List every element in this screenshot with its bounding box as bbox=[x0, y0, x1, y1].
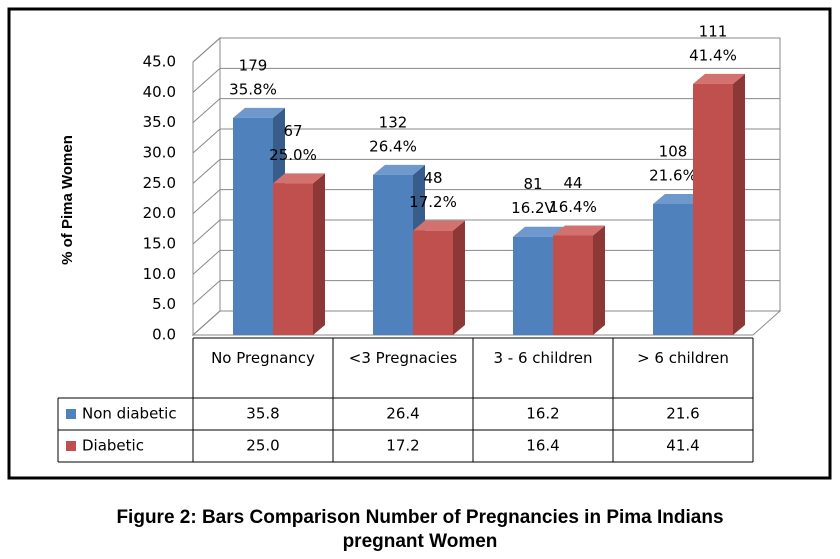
data-label: 26.4% bbox=[369, 137, 417, 155]
bar-side bbox=[733, 73, 745, 335]
grid-line bbox=[192, 219, 780, 245]
x-tick-label: <3 Pregnacies bbox=[348, 349, 458, 367]
x-tick-label-box: <3 Pregnacies bbox=[348, 349, 458, 367]
x-tick-label: > 6 children bbox=[637, 349, 729, 367]
bar bbox=[373, 174, 413, 335]
x-tick-label: 3 - 6 children bbox=[493, 349, 593, 367]
y-tick-label: 45.0 bbox=[143, 53, 176, 71]
data-table bbox=[57, 337, 754, 463]
bar-top bbox=[693, 73, 745, 84]
bar bbox=[553, 235, 593, 335]
y-tick-label: 15.0 bbox=[143, 235, 176, 253]
count-label: 108 bbox=[659, 142, 688, 160]
bar bbox=[413, 230, 453, 335]
y-axis-label: % of Pima Women bbox=[59, 135, 76, 265]
legend-swatch bbox=[66, 441, 76, 451]
data-label: 17.2% bbox=[409, 193, 457, 211]
y-tick-label: 40.0 bbox=[143, 83, 176, 101]
y-tick-label: 35.0 bbox=[143, 113, 176, 131]
data-label: 16.4% bbox=[549, 198, 597, 216]
grid-line bbox=[192, 98, 780, 124]
table-value: 16.4 bbox=[526, 437, 559, 455]
bar bbox=[653, 203, 693, 335]
data-label: 35.8% bbox=[229, 80, 277, 98]
x-tick-label-box: > 6 children bbox=[637, 349, 729, 367]
count-label: 111 bbox=[699, 22, 728, 40]
table-value: 35.8 bbox=[246, 405, 279, 423]
grid-line bbox=[192, 67, 780, 93]
grid-line bbox=[192, 189, 780, 215]
data-label: 21.6% bbox=[649, 166, 697, 184]
legend-label: Diabetic bbox=[82, 437, 144, 455]
grid-line bbox=[192, 128, 780, 154]
bar-top bbox=[653, 193, 705, 204]
grid-line bbox=[192, 37, 780, 63]
y-tick-label: 20.0 bbox=[143, 204, 176, 222]
count-label: 67 bbox=[283, 122, 302, 140]
bar-side bbox=[453, 220, 465, 335]
grid-line bbox=[192, 158, 780, 184]
table-value: 21.6 bbox=[666, 405, 699, 423]
count-label: 132 bbox=[379, 113, 408, 131]
x-tick-label-box: No Pregnancy bbox=[211, 349, 315, 367]
y-tick-label: 5.0 bbox=[152, 295, 176, 313]
table-value: 41.4 bbox=[666, 437, 699, 455]
count-label: 179 bbox=[239, 56, 268, 74]
table-value: 25.0 bbox=[246, 437, 279, 455]
bar-side bbox=[593, 225, 605, 335]
bar-top bbox=[413, 220, 465, 231]
bar-side bbox=[313, 173, 325, 335]
count-label: 44 bbox=[563, 174, 582, 192]
bar bbox=[273, 183, 313, 335]
chart: % of Pima Women 0.0 5.0 10.0 15.0 20.0 25.0 30… bbox=[7, 7, 832, 480]
legend-label: Non diabetic bbox=[82, 405, 177, 423]
y-tick-label: 10.0 bbox=[143, 265, 176, 283]
bar bbox=[513, 236, 553, 335]
bar bbox=[693, 83, 733, 335]
bar-top bbox=[513, 226, 565, 237]
data-label: 16.2V bbox=[511, 199, 555, 217]
data-label: 25.0% bbox=[269, 146, 317, 164]
y-tick-label: 25.0 bbox=[143, 174, 176, 192]
x-tick-label-box: 3 - 6 children bbox=[493, 349, 593, 367]
count-label: 48 bbox=[423, 169, 442, 187]
y-tick-label: 30.0 bbox=[143, 144, 176, 162]
bar-top bbox=[553, 225, 605, 236]
legend-swatch bbox=[66, 409, 76, 419]
x-tick-label: No Pregnancy bbox=[211, 349, 315, 367]
bar-top bbox=[273, 173, 325, 184]
count-label: 81 bbox=[523, 175, 542, 193]
table-value: 26.4 bbox=[386, 405, 419, 423]
bar bbox=[233, 117, 273, 336]
y-tick-label: 0.0 bbox=[152, 326, 176, 344]
side-wall bbox=[192, 36, 221, 337]
table-value: 16.2 bbox=[526, 405, 559, 423]
table-value: 17.2 bbox=[386, 437, 419, 455]
data-label: 41.4% bbox=[689, 46, 737, 64]
bar-top bbox=[373, 164, 425, 175]
bar-top bbox=[233, 107, 285, 118]
figure-caption: Figure 2: Bars Comparison Number of Preg… bbox=[116, 507, 724, 552]
